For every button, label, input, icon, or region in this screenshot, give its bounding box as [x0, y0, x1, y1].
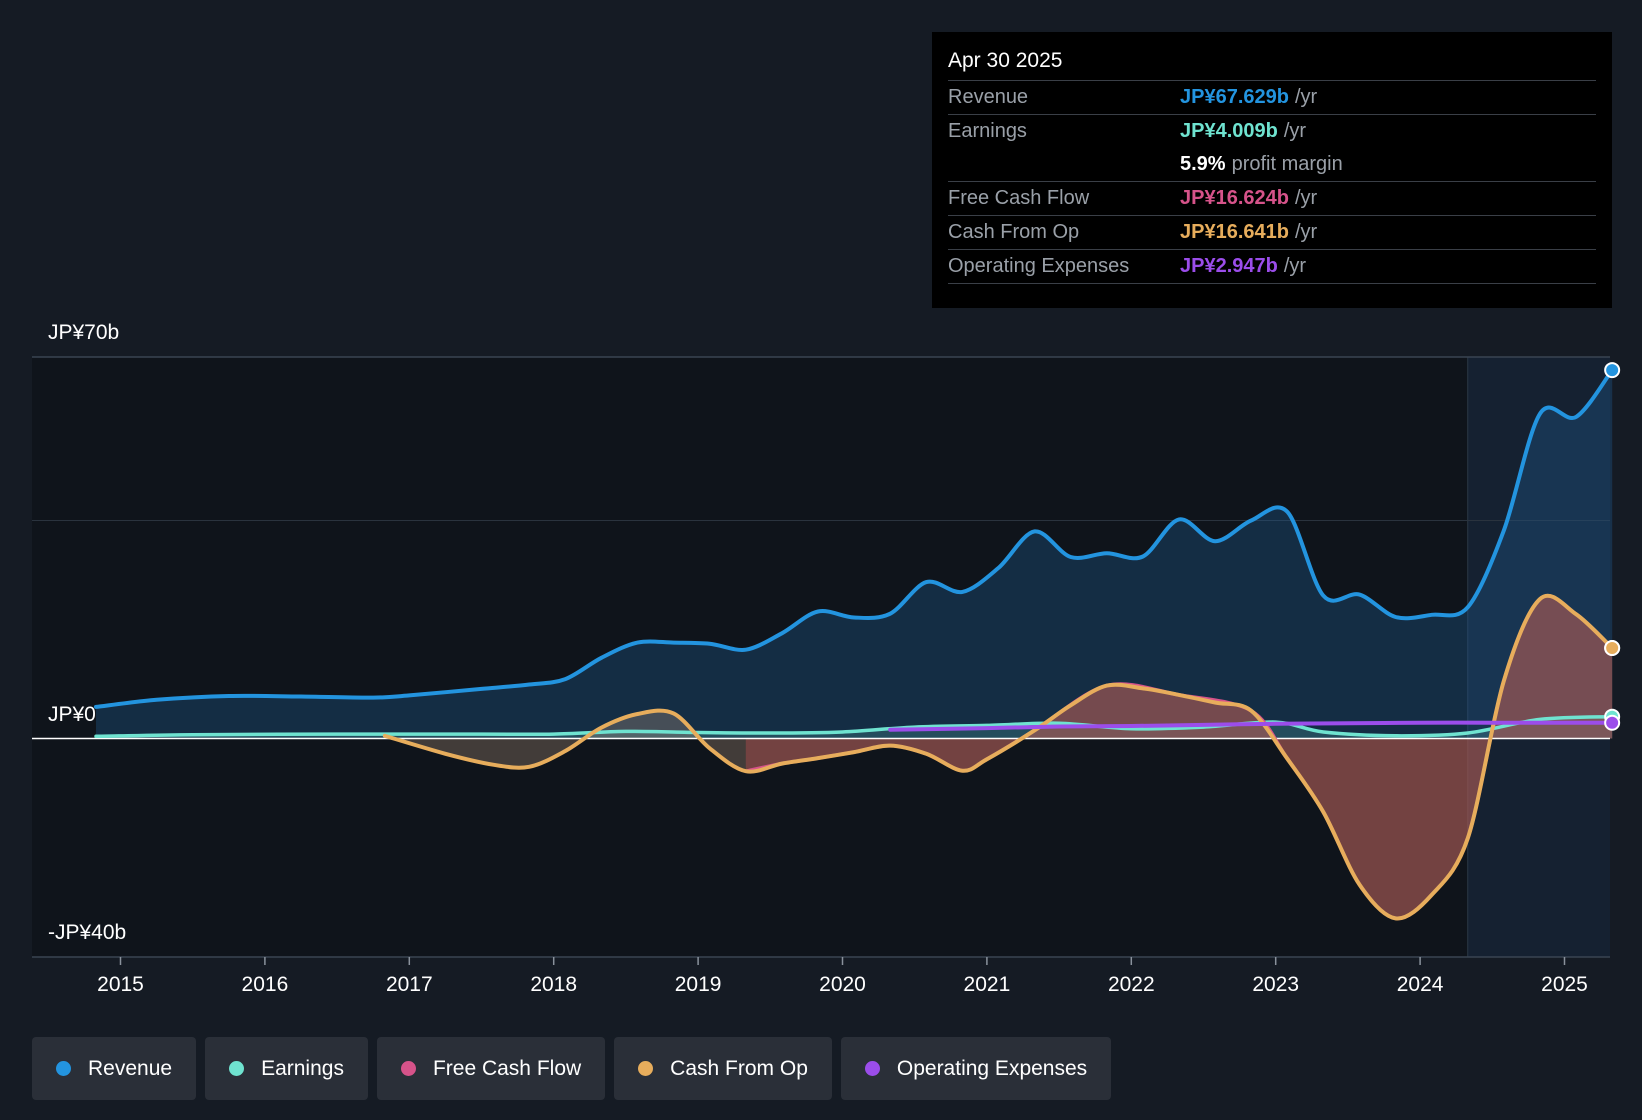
cash-from-op-line	[382, 593, 1615, 921]
cash-from-op-area	[384, 595, 1613, 919]
tooltip-row-revenue: Revenue JP¥67.629b /yr	[948, 81, 1596, 115]
operating-expenses-end-marker	[1604, 714, 1621, 731]
legend-item-operating-expenses[interactable]: Operating Expenses	[840, 1037, 1112, 1100]
legend-item-earnings[interactable]: Earnings	[205, 1037, 368, 1100]
tooltip-row-earnings: Earnings JP¥4.009b /yr	[948, 115, 1596, 148]
x-tick-label-2015: 2015	[97, 973, 144, 996]
legend-label: Free Cash Flow	[432, 1056, 582, 1080]
earnings-dot-icon	[229, 1061, 245, 1076]
legend-item-free-cash-flow[interactable]: Free Cash Flow	[376, 1037, 606, 1100]
tooltip-unit: /yr	[1294, 187, 1318, 209]
revenue-area	[96, 370, 1613, 739]
series-end-markers	[1604, 362, 1621, 731]
tooltip-value: JP¥67.629b	[1180, 86, 1289, 108]
legend-label: Cash From Op	[670, 1056, 808, 1080]
tooltip-label	[948, 148, 1180, 181]
y-label-zero: JP¥0	[48, 703, 96, 726]
x-tick-label-2018: 2018	[530, 973, 577, 996]
revenue-end-marker	[1604, 362, 1621, 379]
series-fills	[96, 370, 1613, 919]
tooltip-unit: /yr	[1294, 86, 1318, 108]
x-axis-ticks: 2015 2016 2017 2018 2019 2020 2021 2022 2023 2024…	[97, 957, 1588, 996]
cash-from-op-end-marker	[1604, 640, 1621, 657]
tooltip-value: JP¥16.624b	[1180, 187, 1289, 209]
revenue-line	[94, 368, 1615, 709]
x-tick-label-2025: 2025	[1541, 973, 1588, 996]
tooltip-value: JP¥16.641b	[1180, 221, 1289, 243]
legend-item-revenue[interactable]: Revenue	[32, 1037, 197, 1100]
tooltip-row-cash-from-op: Cash From Op JP¥16.641b /yr	[948, 216, 1596, 250]
y-label-bottom: -JP¥40b	[48, 921, 127, 944]
tooltip-label: Earnings	[948, 120, 1027, 142]
y-label-top: JP¥70b	[48, 321, 120, 344]
tooltip: Apr 30 2025 Revenue JP¥67.629b /yr Earni…	[932, 32, 1612, 308]
x-tick-label-2023: 2023	[1252, 973, 1299, 996]
tooltip-value: 5.9%	[1180, 153, 1226, 175]
tooltip-row-profit-margin: 5.9% profit margin	[948, 148, 1596, 182]
legend-item-cash-from-op[interactable]: Cash From Op	[614, 1037, 832, 1100]
legend: Revenue Earnings Free Cash Flow Cash Fro…	[32, 1037, 1120, 1100]
tooltip-unit: profit margin	[1231, 153, 1343, 175]
tooltip-label: Cash From Op	[948, 221, 1080, 243]
tooltip-row-operating-expenses: Operating Expenses JP¥2.947b /yr	[948, 250, 1596, 284]
free-cash-flow-dot-icon	[400, 1061, 416, 1076]
tooltip-label: Free Cash Flow	[948, 187, 1090, 209]
x-tick-label-2020: 2020	[819, 973, 866, 996]
tooltip-unit: /yr	[1283, 120, 1307, 142]
x-tick-label-2024: 2024	[1397, 973, 1444, 996]
tooltip-label: Revenue	[948, 86, 1029, 108]
x-tick-label-2017: 2017	[386, 973, 433, 996]
chart-plot-background	[32, 357, 1468, 957]
x-tick-label-2016: 2016	[242, 973, 289, 996]
tooltip-value: JP¥4.009b	[1180, 120, 1278, 142]
operating-expenses-dot-icon	[864, 1061, 880, 1076]
operating-expenses-line	[888, 720, 1615, 732]
free-cash-flow-area	[745, 595, 1613, 919]
series-lines	[94, 368, 1615, 921]
earnings-line	[94, 714, 1614, 739]
tooltip-label: Operating Expenses	[948, 255, 1130, 277]
tooltip-row-free-cash-flow: Free Cash Flow JP¥16.624b /yr	[948, 182, 1596, 216]
tooltip-date: Apr 30 2025	[948, 46, 1596, 81]
x-tick-label-2021: 2021	[964, 973, 1011, 996]
legend-label: Operating Expenses	[896, 1056, 1088, 1080]
legend-label: Earnings	[261, 1056, 344, 1080]
tooltip-value: JP¥2.947b	[1180, 255, 1278, 277]
x-tick-label-2019: 2019	[675, 973, 722, 996]
cash-from-op-dot-icon	[638, 1061, 654, 1076]
legend-label: Revenue	[88, 1056, 173, 1080]
tooltip-unit: /yr	[1294, 221, 1318, 243]
tooltip-unit: /yr	[1283, 255, 1307, 277]
x-tick-label-2022: 2022	[1108, 973, 1155, 996]
revenue-dot-icon	[56, 1061, 71, 1076]
